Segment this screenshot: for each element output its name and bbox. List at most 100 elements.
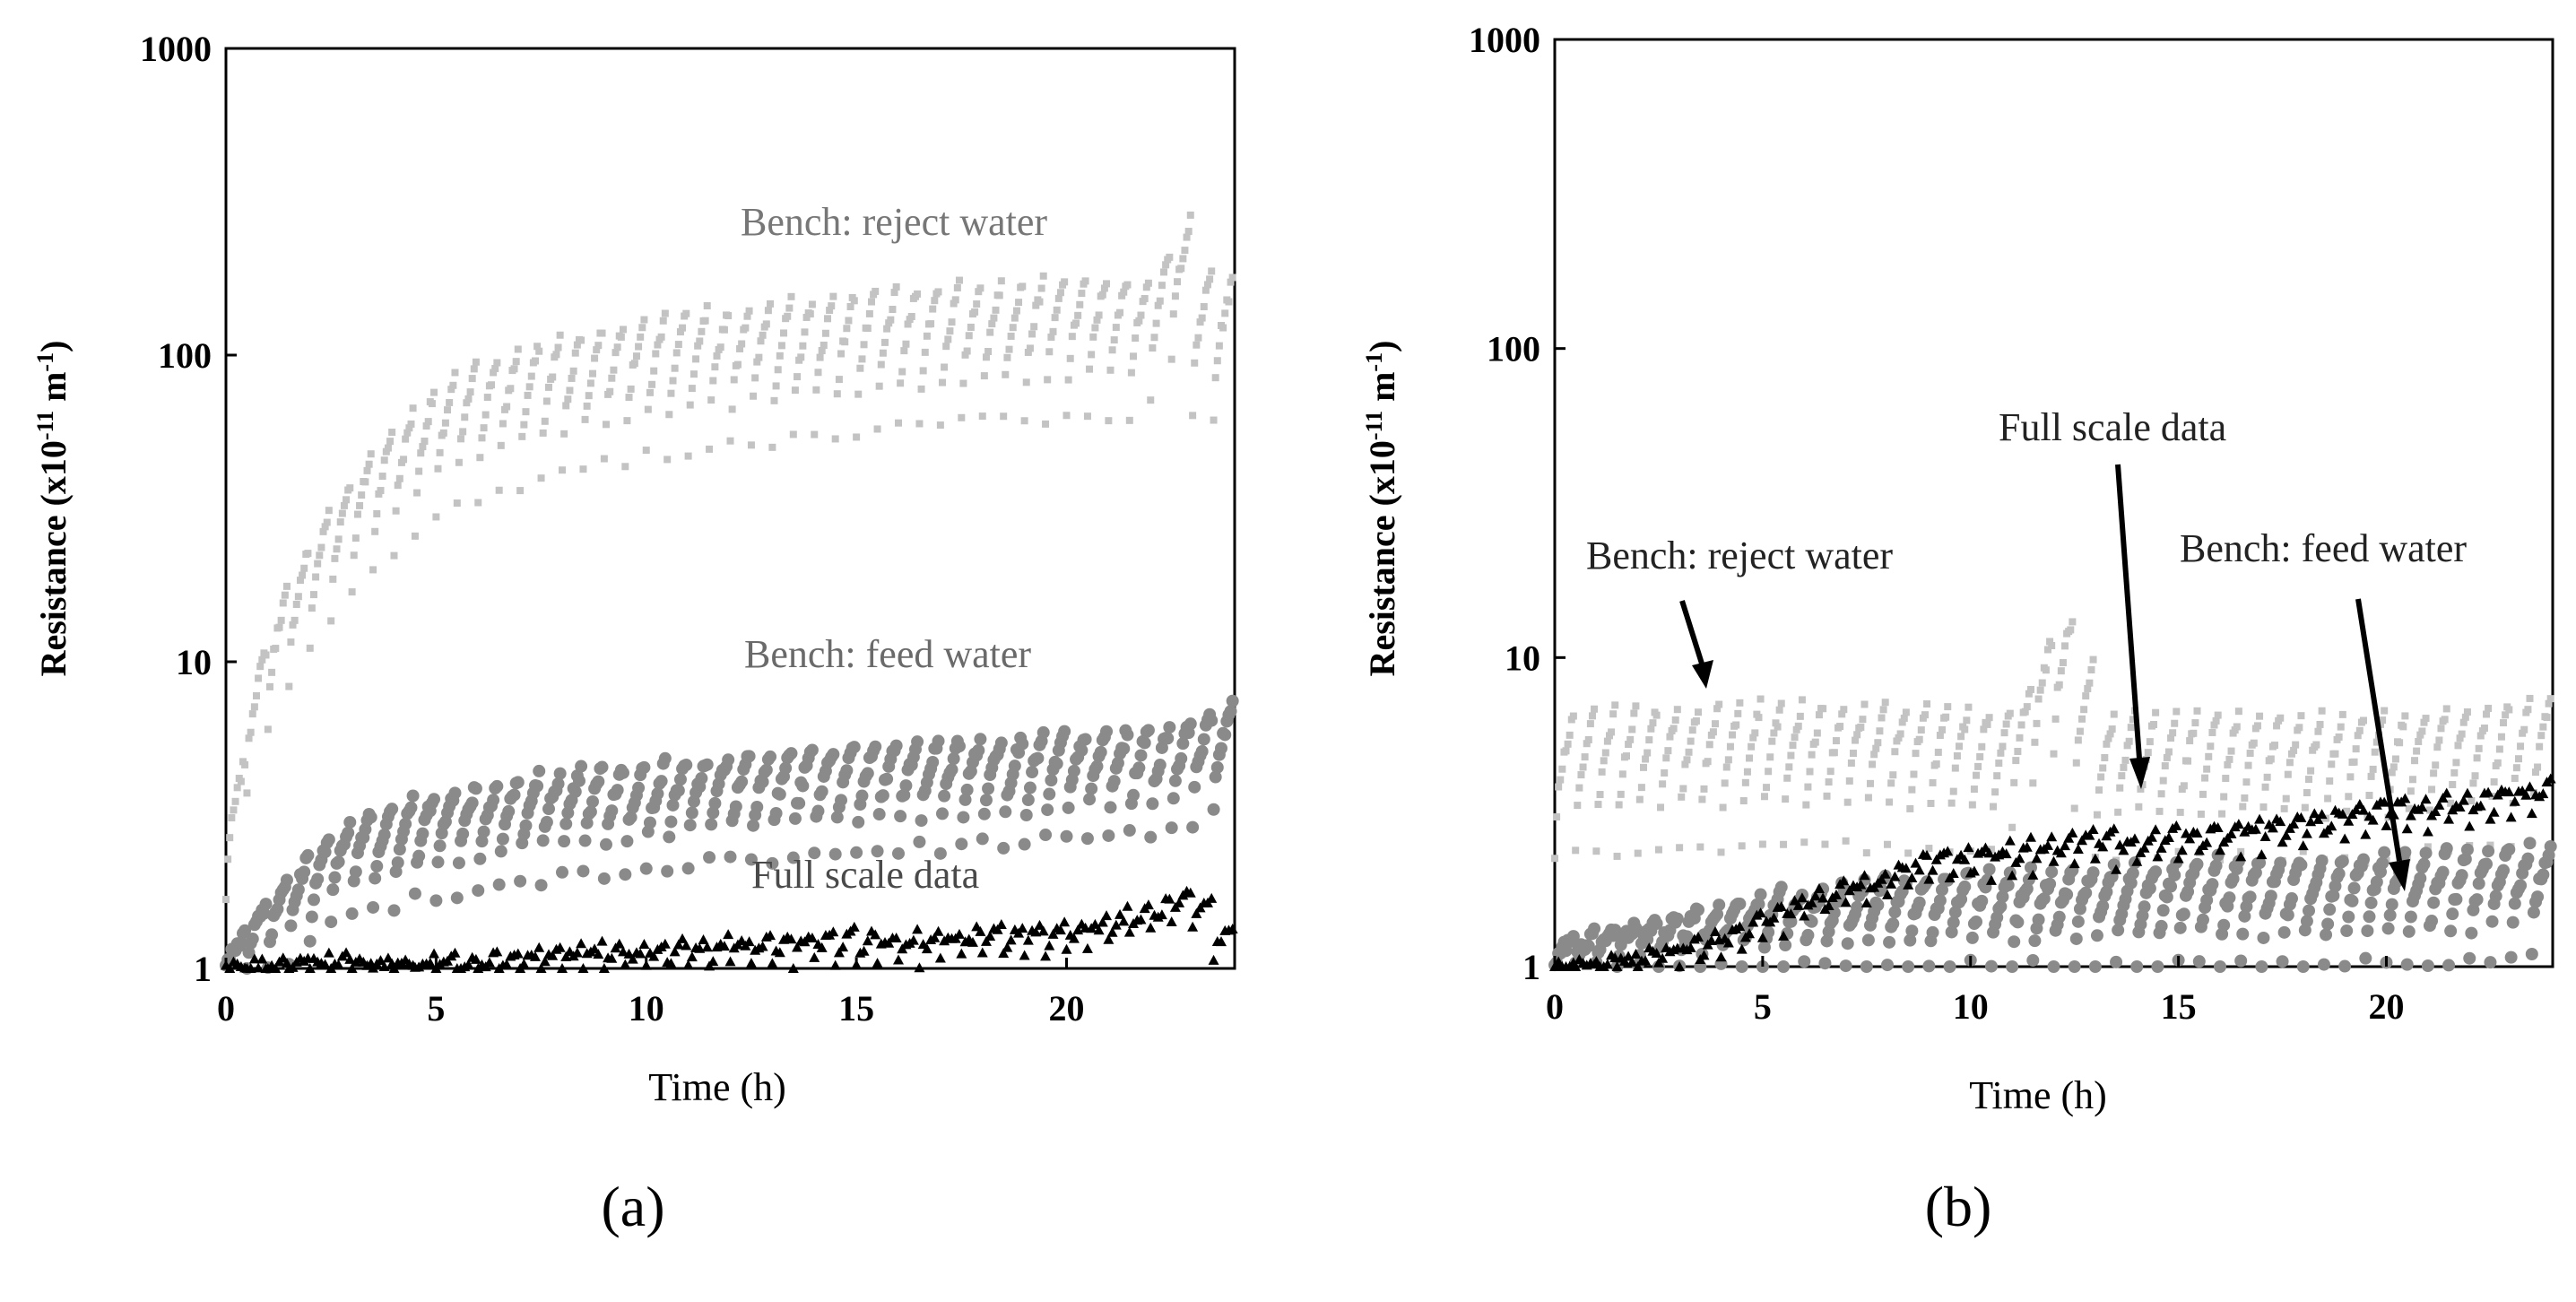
data-point-square xyxy=(2405,804,2413,812)
data-point-triangle xyxy=(883,937,895,948)
data-point-circle xyxy=(1777,960,1791,973)
data-point-circle xyxy=(672,784,685,797)
data-point-square xyxy=(1925,845,1933,853)
data-point-circle xyxy=(1090,760,1104,773)
data-point-triangle xyxy=(1809,890,1821,901)
data-point-square xyxy=(1564,740,1572,748)
data-point-triangle xyxy=(346,963,358,973)
data-point-square xyxy=(1198,314,1206,322)
data-point-circle xyxy=(1933,894,1947,907)
data-point-square xyxy=(1729,731,1737,739)
data-point-triangle xyxy=(701,942,713,952)
data-point-square xyxy=(988,320,996,328)
y-tick-label-a: 1000 xyxy=(140,29,212,69)
data-point-triangle xyxy=(2150,824,2162,835)
data-point-square xyxy=(875,382,883,390)
data-point-triangle xyxy=(1983,847,1995,858)
data-point-triangle xyxy=(1768,912,1780,923)
data-point-square xyxy=(2016,733,2024,742)
data-point-circle xyxy=(551,777,565,791)
x-tick-label-b: 20 xyxy=(2369,986,2405,1027)
data-point-square xyxy=(382,447,390,456)
data-point-square xyxy=(1887,779,1895,787)
data-point-square xyxy=(554,343,562,352)
data-point-triangle xyxy=(848,921,860,932)
data-point-square xyxy=(728,405,736,413)
data-point-circle xyxy=(876,789,889,803)
data-point-square xyxy=(444,406,452,414)
data-point-circle xyxy=(2143,881,2156,895)
data-point-square xyxy=(1169,310,1177,318)
data-point-square xyxy=(1076,300,1084,308)
data-point-square xyxy=(522,408,530,416)
data-point-triangle xyxy=(2108,823,2120,834)
data-point-square xyxy=(2010,778,2018,786)
data-point-square xyxy=(365,460,373,468)
data-point-square xyxy=(411,532,419,540)
data-point-circle xyxy=(1123,824,1136,838)
data-point-square xyxy=(413,489,421,497)
data-point-circle xyxy=(1165,821,1178,835)
data-point-square xyxy=(308,604,316,612)
data-point-square xyxy=(499,420,507,428)
data-point-square xyxy=(841,338,849,346)
data-point-circle xyxy=(945,763,958,777)
data-point-square xyxy=(1796,712,1804,720)
data-point-square xyxy=(1618,770,1626,778)
data-point-circle xyxy=(2253,856,2267,870)
data-point-circle xyxy=(703,851,716,864)
data-point-square xyxy=(743,312,751,320)
data-point-square xyxy=(422,422,430,430)
data-point-square xyxy=(751,374,759,382)
data-point-square xyxy=(630,360,638,368)
data-point-circle xyxy=(915,814,928,828)
data-point-triangle xyxy=(2430,806,2442,817)
data-point-circle xyxy=(2214,960,2226,973)
data-point-circle xyxy=(742,750,756,763)
data-point-square xyxy=(2046,638,2054,646)
data-point-square xyxy=(755,353,763,361)
data-point-square xyxy=(1228,273,1236,282)
data-point-square xyxy=(2307,767,2315,775)
data-point-square xyxy=(2396,739,2404,747)
data-point-square xyxy=(466,388,474,396)
data-point-triangle xyxy=(2316,809,2328,820)
data-point-circle xyxy=(1102,829,1115,842)
data-point-triangle xyxy=(270,963,282,973)
data-point-square xyxy=(1664,747,1672,755)
data-point-square xyxy=(1876,727,1884,735)
data-point-square xyxy=(1194,334,1202,342)
data-point-circle xyxy=(2196,913,2209,926)
data-point-triangle xyxy=(449,947,461,958)
data-point-triangle xyxy=(872,958,883,968)
data-point-square xyxy=(2097,773,2105,781)
x-tick-label-a: 15 xyxy=(838,988,874,1029)
data-point-circle xyxy=(490,779,504,793)
x-tick-label-a: 5 xyxy=(427,988,445,1029)
data-point-circle xyxy=(599,838,612,851)
data-point-circle xyxy=(2274,856,2287,870)
data-point-triangle xyxy=(512,948,524,959)
data-point-triangle xyxy=(1640,955,1652,966)
data-point-triangle xyxy=(2399,793,2411,803)
data-point-circle xyxy=(2234,954,2248,968)
data-point-square xyxy=(2355,726,2364,734)
data-point-square xyxy=(323,518,331,526)
data-point-square xyxy=(1815,711,1823,719)
data-point-triangle xyxy=(2354,798,2365,809)
data-point-square xyxy=(1760,793,1768,801)
data-point-square xyxy=(787,292,795,300)
data-point-square xyxy=(1116,308,1124,317)
data-point-circle xyxy=(428,793,441,806)
data-point-circle xyxy=(2381,922,2395,935)
data-point-square xyxy=(371,527,379,535)
data-point-circle xyxy=(2347,881,2361,895)
data-point-square xyxy=(1012,307,1020,315)
data-point-circle xyxy=(1805,915,1818,928)
data-point-square xyxy=(281,591,289,599)
data-point-circle xyxy=(735,775,749,788)
data-point-circle xyxy=(683,819,697,832)
data-point-square xyxy=(1068,333,1076,341)
